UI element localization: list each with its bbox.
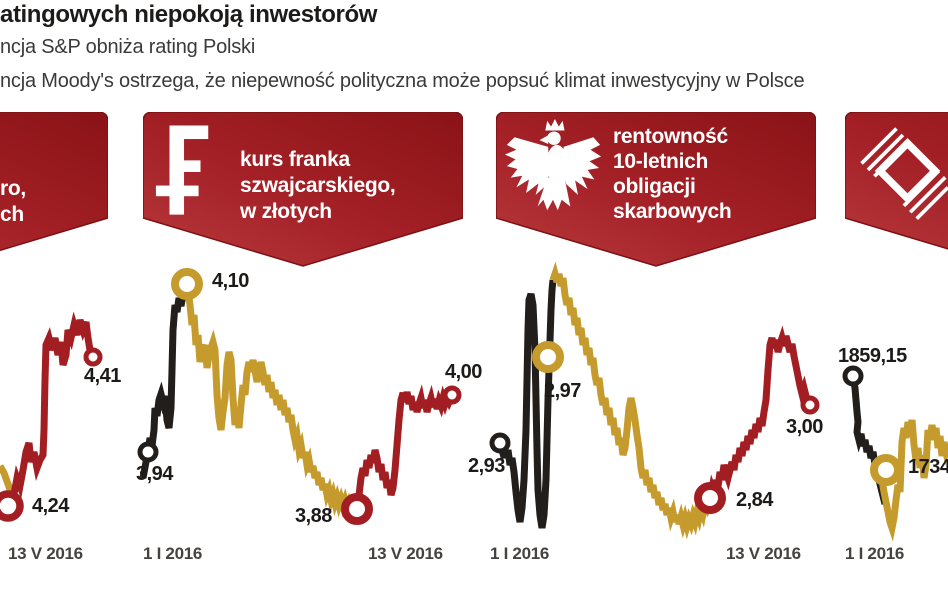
franc-chart-value-label: 3,88: [295, 505, 332, 527]
banner-euro-shape: [0, 112, 108, 252]
subtitle-sp-rating: ncja S&P obniża rating Polski: [0, 36, 256, 58]
bonds-chart-value-label: 2,93: [468, 455, 505, 477]
x-axis-date-label: 13 V 2016: [8, 544, 83, 563]
banner-bonds-label: rentowność 10-letnich obligacji skarbowych: [613, 124, 732, 224]
bonds-chart-value-label: 2,84: [736, 489, 773, 511]
franc-chart-marker-red: [341, 493, 373, 525]
bonds-chart-value-label: 2,97: [544, 380, 581, 402]
banner-franc-shape: [143, 112, 463, 267]
euro-chart-line-red: [4, 311, 97, 508]
bonds-chart-marker-red: [694, 482, 726, 514]
franc-chart-marker-black: [137, 441, 159, 463]
banner-euro-label: ro, ch: [0, 176, 26, 228]
franc-chart-marker-gold: [171, 268, 203, 300]
banner-franc-label: kurs franka szwajcarskiego, w złotych: [240, 147, 396, 225]
franc-sign-icon: [155, 125, 209, 215]
charts-canvas: [0, 261, 948, 542]
franc-chart-line-gold: [183, 283, 360, 518]
franc-chart-value-label: 3,94: [136, 463, 173, 485]
franc-chart-line-red: [353, 384, 456, 510]
euro-chart-value-label: 4,24: [32, 495, 69, 517]
x-axis-date-label: 1 I 2016: [845, 544, 905, 563]
banner-label-line: ro,: [0, 177, 26, 200]
banner-label-line: w złotych: [240, 200, 332, 223]
bonds-chart-marker-black: [489, 432, 511, 454]
bonds-chart-marker-red: [800, 395, 820, 415]
franc-chart-value-label: 4,10: [212, 270, 249, 292]
index-chart-marker-black: [842, 365, 864, 387]
euro-chart-value-label: 4,41: [84, 365, 121, 387]
banner-label-line: szwajcarskiego,: [240, 174, 396, 197]
euro-chart-marker-red: [83, 347, 103, 367]
x-axis-date-label: 1 I 2016: [143, 544, 203, 563]
euro-chart-marker-red: [0, 490, 24, 522]
x-axis-date-label: 1 I 2016: [490, 544, 550, 563]
banner-euro: [0, 112, 108, 267]
bonds-chart-line-gold: [549, 261, 714, 540]
banner-franc: [143, 112, 463, 267]
franc-chart-marker-red: [442, 385, 462, 405]
banner-label-line: rentowność: [613, 125, 728, 148]
banner-label-line: obligacji: [613, 175, 696, 198]
banner-label-line: kurs franka: [240, 148, 350, 171]
index-chart-line-gold: [876, 419, 948, 542]
bonds-chart-line-black: [492, 279, 557, 529]
index-chart-value-label: 1734: [908, 456, 948, 478]
subtitle-moodys-warning: ncja Moody's ostrzega, że niepewność pol…: [0, 70, 805, 92]
stock-exchange-logo-icon: [860, 127, 948, 220]
bonds-chart-value-label: 3,00: [786, 416, 823, 438]
bonds-chart-marker-gold: [532, 341, 564, 373]
x-axis-date-label: 13 V 2016: [368, 544, 443, 563]
banner-label-line: skarbowych: [613, 200, 732, 223]
banner-label-line: ch: [0, 203, 24, 226]
bonds-chart-line-red: [706, 325, 813, 499]
franc-chart-value-label: 4,00: [445, 361, 482, 383]
x-axis-date-label: 13 V 2016: [726, 544, 801, 563]
polish-eagle-icon: [504, 118, 602, 211]
index-chart-marker-gold: [870, 454, 902, 486]
banner-label-line: 10-letnich: [613, 150, 709, 173]
euro-chart-line-gold: [0, 464, 16, 497]
page-title: atingowych niepokoją inwestorów: [0, 1, 377, 28]
index-chart-value-label: 1859,15: [838, 345, 907, 367]
